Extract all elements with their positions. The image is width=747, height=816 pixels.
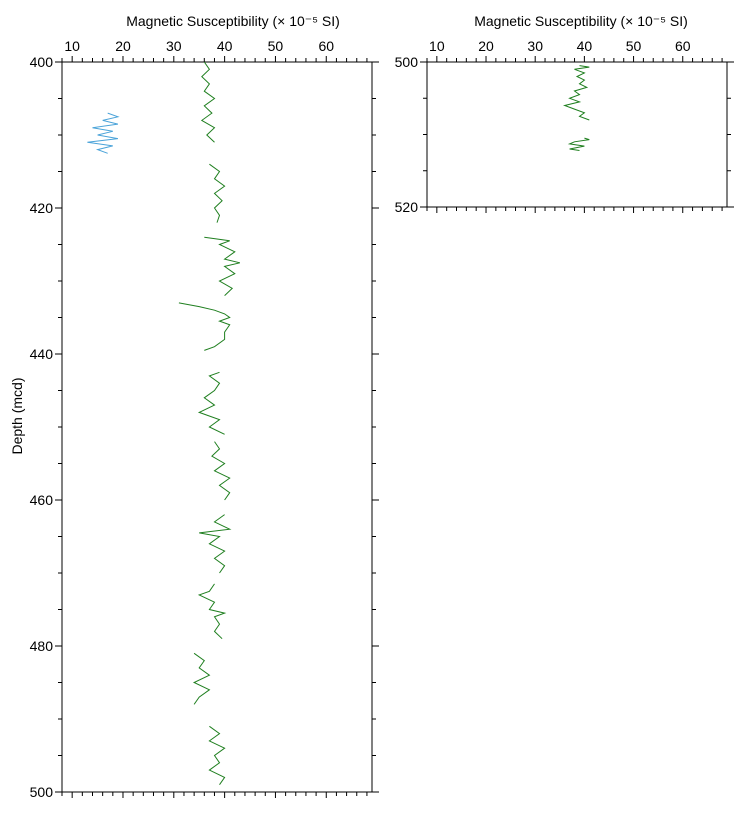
x-tick-label: 10 <box>64 38 80 54</box>
y-tick-label: 460 <box>30 492 54 508</box>
susceptibility-series-line-8 <box>197 583 227 640</box>
susceptibility-series-line-6 <box>211 441 231 501</box>
x-tick-label: 50 <box>626 38 642 54</box>
y-tick-label: 500 <box>30 784 54 800</box>
plot-frame <box>61 61 373 793</box>
x-tick-label: 50 <box>268 38 284 54</box>
x-tick-label: 30 <box>527 38 543 54</box>
susceptibility-series-line-10 <box>208 725 226 785</box>
y-tick-label: 420 <box>30 200 54 216</box>
x-tick-label: 30 <box>166 38 182 54</box>
susceptibility-series-line-2 <box>209 163 226 223</box>
left-panel: Magnetic Susceptibility (× 10⁻⁵ SI) Dept… <box>9 13 379 800</box>
left-panel-title: Magnetic Susceptibility (× 10⁻⁵ SI) <box>126 13 340 29</box>
x-tick-label: 60 <box>675 38 691 54</box>
susceptibility-series-line-9 <box>192 652 211 705</box>
susceptibility-series-line-7 <box>199 514 232 574</box>
x-tick-label: 20 <box>115 38 131 54</box>
y-tick-label: 400 <box>30 54 54 70</box>
susceptibility-series-line-1 <box>567 137 590 151</box>
y-tick-label: 520 <box>395 199 419 215</box>
plot-frame <box>426 61 728 208</box>
susceptibility-series-line-5 <box>197 371 225 435</box>
x-tick-label: 60 <box>318 38 334 54</box>
susceptibility-series-line-0 <box>87 112 120 154</box>
susceptibility-series-line-1 <box>200 61 216 143</box>
y-tick-label: 480 <box>30 638 54 654</box>
y-tick-label: 440 <box>30 346 54 362</box>
right-panel: Magnetic Susceptibility (× 10⁻⁵ SI) 10 20… <box>395 13 734 215</box>
x-tick-label: 40 <box>217 38 233 54</box>
right-panel-title: Magnetic Susceptibility (× 10⁻⁵ SI) <box>474 13 688 29</box>
left-panel-y-axis-title: Depth (mcd) <box>9 377 25 454</box>
x-tick-label: 40 <box>577 38 593 54</box>
y-tick-label: 500 <box>395 54 419 70</box>
susceptibility-series-line-3 <box>204 236 241 296</box>
susceptibility-series-line-4 <box>178 302 231 351</box>
susceptibility-series-line-0 <box>562 65 590 121</box>
x-tick-label: 20 <box>478 38 494 54</box>
x-tick-label: 10 <box>429 38 445 54</box>
